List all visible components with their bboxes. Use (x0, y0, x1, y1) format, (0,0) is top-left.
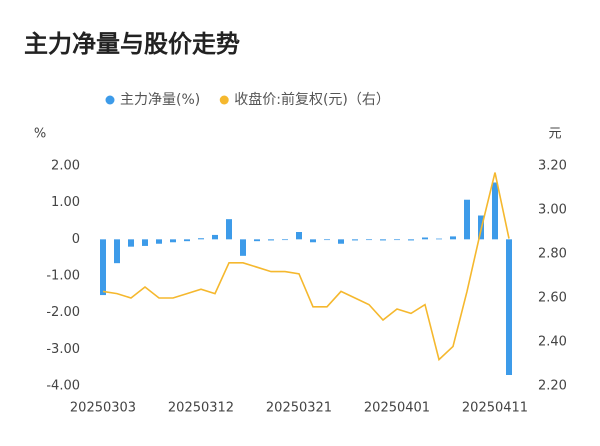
bar (422, 237, 428, 240)
bar (128, 239, 134, 247)
x-tick-label: 20250321 (266, 401, 332, 416)
bar (240, 239, 246, 256)
bar (170, 239, 176, 243)
y-tick-label: 2.00 (51, 159, 80, 174)
y2-tick-label: 2.20 (538, 379, 567, 394)
y-tick-label: -3.00 (46, 342, 80, 357)
y2-tick-label: 2.80 (538, 247, 567, 262)
bar (226, 219, 232, 240)
bar (100, 239, 106, 296)
x-tick-label: 20250303 (70, 401, 136, 416)
bar (394, 239, 400, 241)
bar (268, 239, 274, 241)
y2-tick-label: 2.60 (538, 291, 567, 306)
y-tick-label: -1.00 (46, 269, 80, 284)
bar (198, 238, 204, 240)
bar (310, 239, 316, 243)
x-tick-label: 20250401 (364, 401, 430, 416)
bar (156, 239, 162, 244)
y2-axis-unit: 元 (548, 127, 561, 142)
y2-tick-label: 3.00 (538, 203, 567, 218)
bar (254, 239, 260, 242)
x-tick-label: 20250411 (462, 401, 528, 416)
bar (184, 239, 190, 242)
bar (408, 239, 414, 241)
bar (338, 239, 344, 244)
legend-label: 收盘价:前复权(元)（右） (234, 91, 390, 108)
y-tick-label: 1.00 (51, 195, 80, 210)
y-tick-label: -2.00 (46, 305, 80, 320)
legend-marker (105, 95, 115, 105)
legend-label: 主力净量(%) (120, 92, 200, 108)
legend-marker (219, 95, 229, 105)
bar (282, 239, 288, 241)
bar (114, 239, 120, 264)
bar (352, 239, 358, 241)
y-axis-unit: % (34, 127, 46, 142)
bar (380, 239, 386, 241)
bar (436, 238, 442, 240)
bar (506, 239, 512, 375)
bar (324, 239, 330, 241)
x-tick-label: 20250312 (168, 401, 234, 416)
y-tick-label: 0 (72, 232, 80, 247)
bar (142, 239, 148, 246)
bar (450, 236, 456, 240)
bar (492, 182, 498, 240)
y2-tick-label: 3.20 (538, 159, 567, 174)
bar (366, 239, 372, 241)
bar (464, 199, 470, 240)
bar (212, 234, 218, 240)
price-line (102, 172, 510, 362)
chart-title: 主力净量与股价走势 (24, 30, 240, 58)
y-tick-label: -4.00 (46, 379, 80, 394)
y2-tick-label: 2.40 (538, 335, 567, 350)
bar (296, 232, 302, 240)
